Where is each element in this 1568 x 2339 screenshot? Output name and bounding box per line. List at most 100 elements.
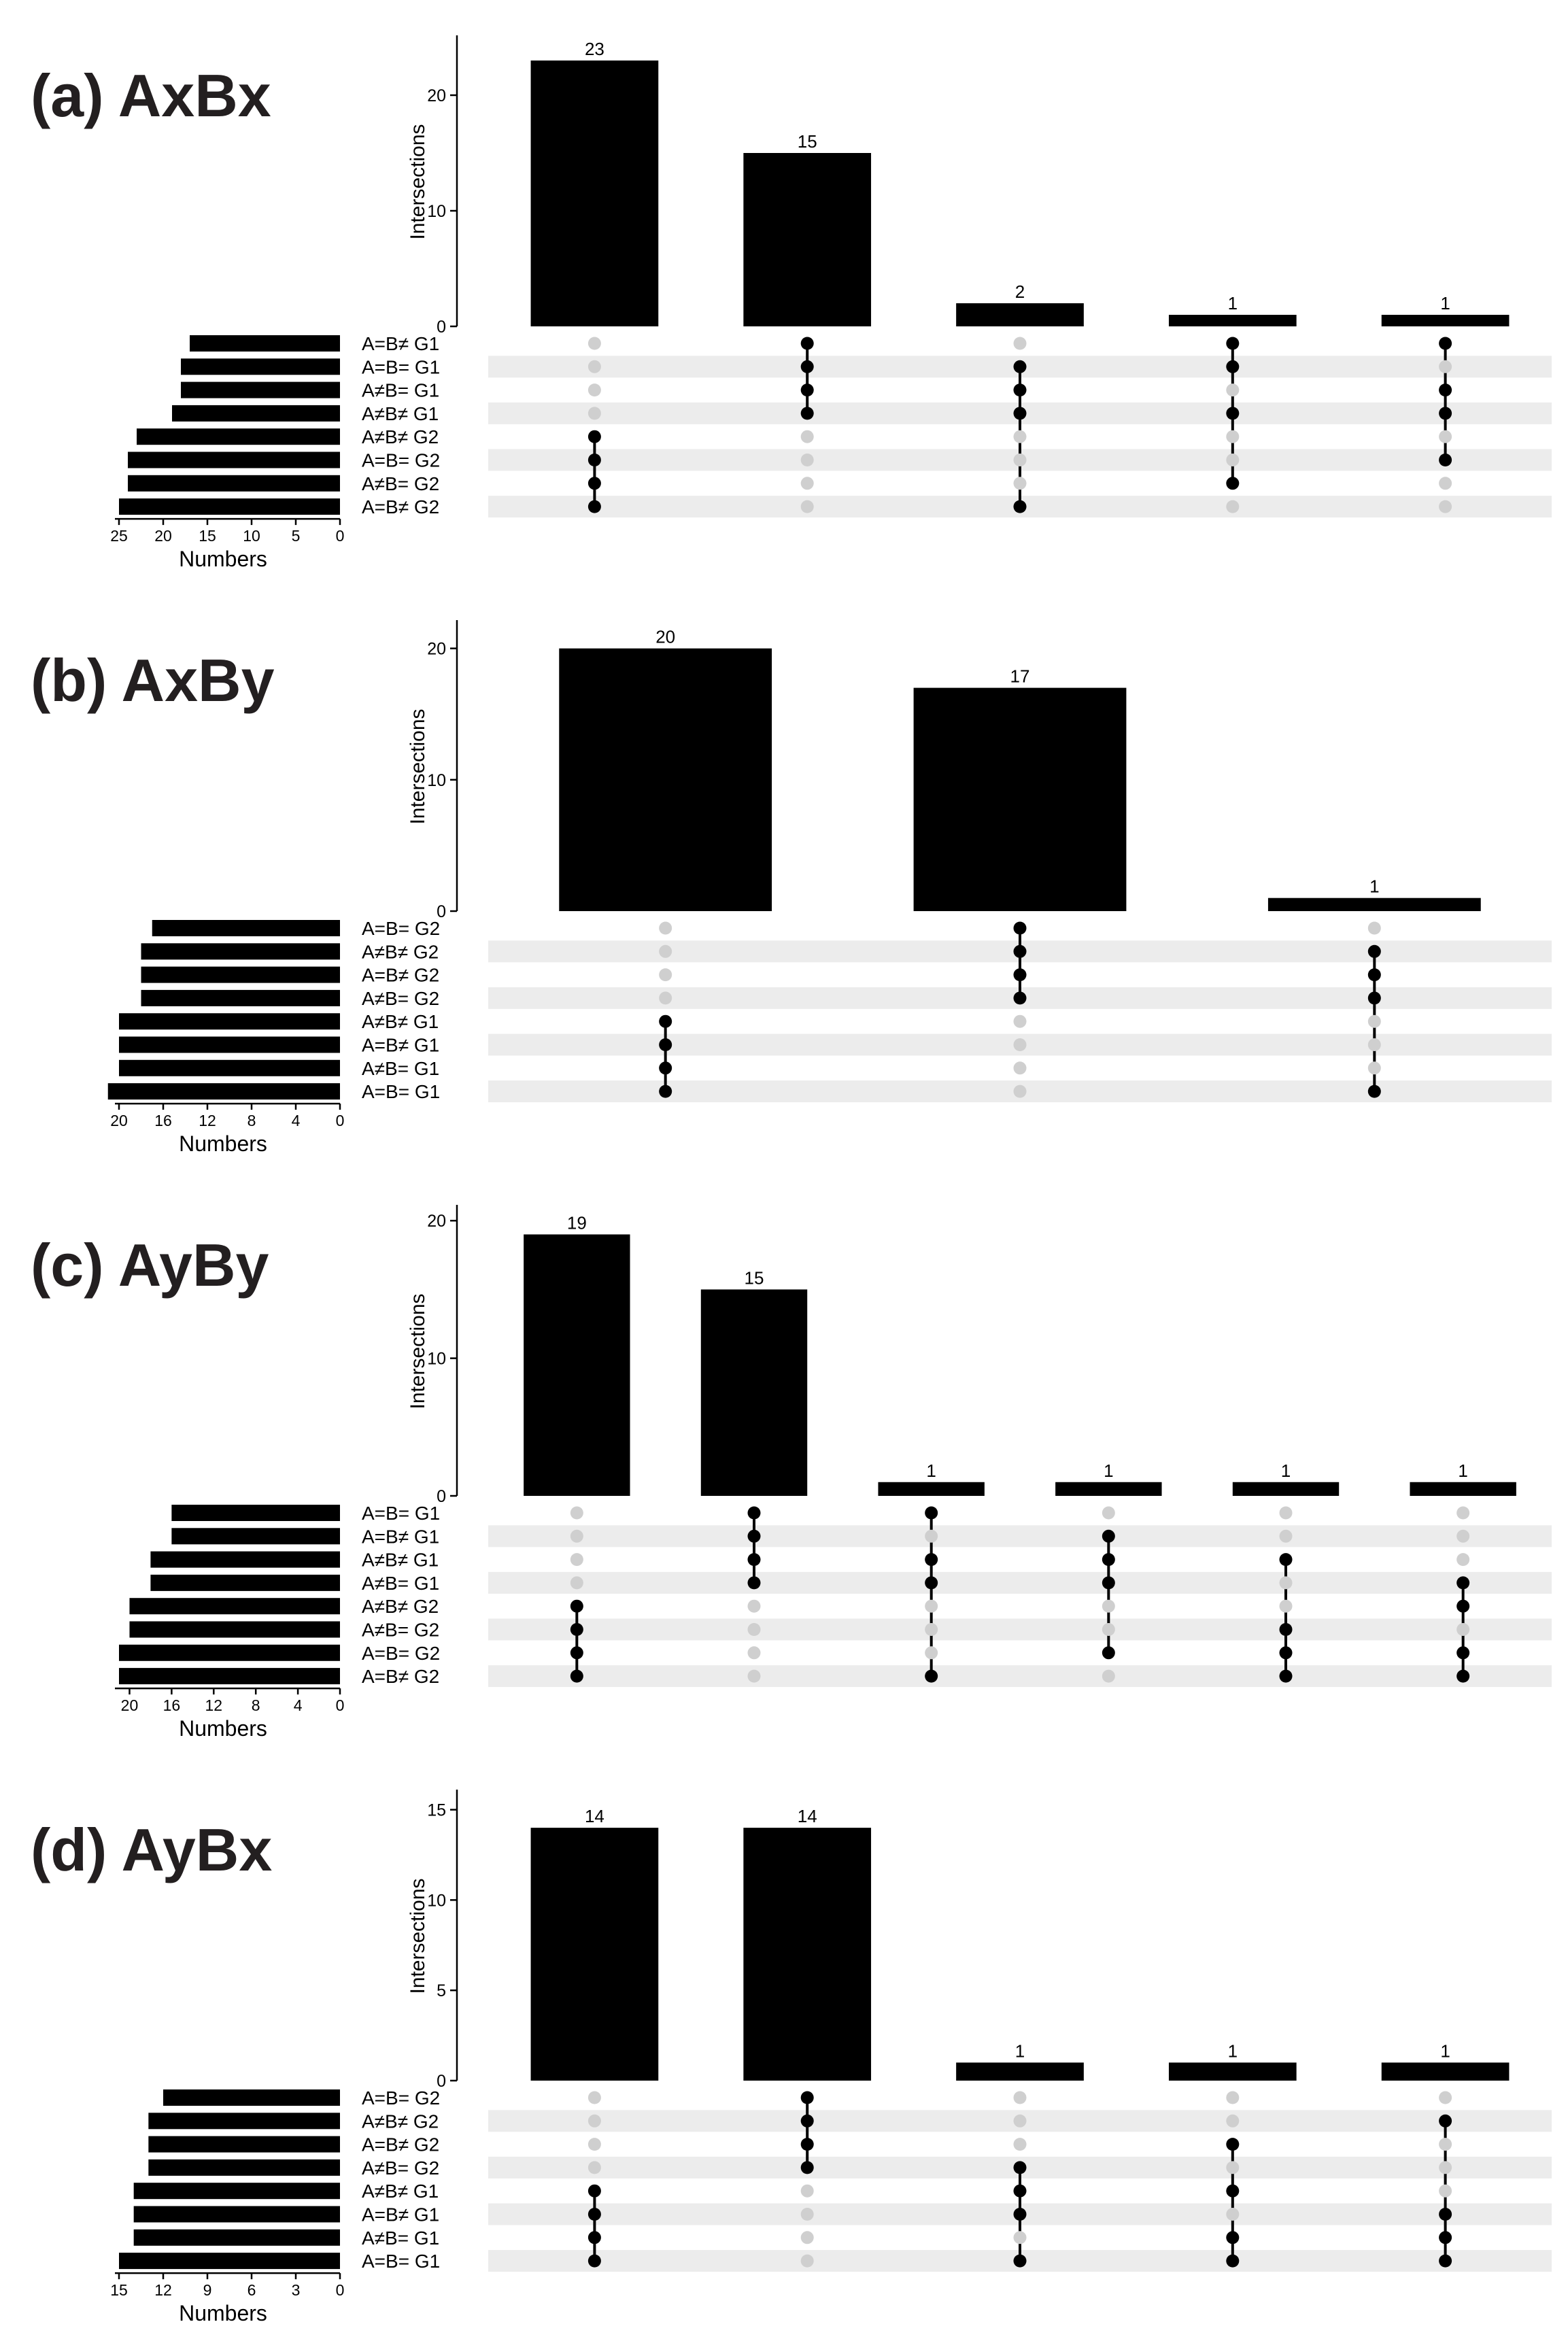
- matrix-dot-filled: [800, 383, 814, 397]
- matrix-dot-empty: [587, 360, 601, 373]
- matrix-dot-empty: [1013, 2091, 1027, 2104]
- set-x-tick-label: 15: [110, 2281, 128, 2299]
- intersection-bar: [878, 1482, 985, 1496]
- set-label: A≠B≠ G2: [362, 1596, 439, 1617]
- matrix-dot-filled: [1102, 1576, 1115, 1590]
- matrix-dot-empty: [1439, 2138, 1452, 2151]
- set-size-bar: [163, 2089, 340, 2106]
- set-size-bar: [119, 498, 340, 515]
- matrix-dot-filled: [1279, 1553, 1293, 1567]
- y-tick-label: 0: [437, 318, 446, 337]
- set-label: A=B≠ G1: [362, 2204, 439, 2225]
- matrix-dot-filled: [1226, 2231, 1240, 2244]
- set-size-bar: [119, 1036, 340, 1053]
- matrix-dot-filled: [1439, 454, 1452, 466]
- set-x-tick-label: 0: [336, 527, 345, 545]
- matrix-dot-filled: [1367, 968, 1381, 982]
- matrix-dot-filled: [587, 2254, 601, 2268]
- matrix-dot-filled: [747, 1576, 761, 1590]
- y-tick-label: 0: [437, 2072, 446, 2091]
- intersection-value-label: 1: [1281, 1461, 1291, 1481]
- matrix-dot-empty: [800, 477, 814, 490]
- set-label: A≠B= G2: [362, 1620, 439, 1641]
- set-size-bar: [128, 475, 340, 492]
- matrix-dot-filled: [587, 2184, 601, 2198]
- row-shade: [488, 1571, 1552, 1594]
- row-shade: [488, 1618, 1552, 1641]
- matrix-dot-filled: [925, 1506, 938, 1520]
- matrix-dot-empty: [1013, 477, 1027, 490]
- set-label: A=B= G1: [362, 1081, 440, 1102]
- matrix-dot-empty: [1439, 2091, 1452, 2104]
- matrix-dot-filled: [1226, 2254, 1240, 2268]
- matrix-dot-empty: [747, 1646, 761, 1660]
- set-x-tick-label: 16: [154, 1112, 172, 1129]
- set-label: A≠B= G2: [362, 2157, 439, 2179]
- matrix-dot-filled: [1013, 500, 1027, 513]
- intersection-value-label: 1: [926, 1461, 936, 1481]
- matrix-dot-empty: [1279, 1529, 1293, 1543]
- set-x-tick-label: 20: [121, 1696, 139, 1714]
- intersection-value-label: 1: [1104, 1461, 1113, 1481]
- set-x-tick-label: 25: [110, 527, 128, 545]
- matrix-dot-empty: [1226, 383, 1240, 397]
- matrix-dot-empty: [1456, 1623, 1470, 1636]
- y-axis-title: Intersections: [407, 124, 429, 239]
- intersection-value-label: 15: [798, 131, 817, 152]
- intersection-bar: [1168, 315, 1297, 326]
- matrix-dot-filled: [1102, 1529, 1115, 1543]
- panel-b: (b) AxBy 0 10 20 Intersections 20 17 1 A=B= G2 A…: [0, 585, 1568, 1170]
- matrix-dot-filled: [587, 500, 601, 513]
- upset-plot: 0 10 20 Intersections 23 15 2 1 1 A=B≠ G1A=B= G1 A…: [110, 35, 1552, 571]
- matrix-dot-filled: [1279, 1623, 1293, 1636]
- matrix-dot-filled: [1279, 1646, 1293, 1660]
- matrix-dot-filled: [587, 454, 601, 466]
- matrix-dot-empty: [800, 454, 814, 466]
- set-label: A≠B≠ G1: [362, 403, 439, 424]
- matrix-dot-filled: [1439, 383, 1452, 397]
- matrix-dot-filled: [747, 1506, 761, 1520]
- intersection-bar: [743, 153, 872, 326]
- matrix-dot-empty: [1367, 1038, 1381, 1051]
- set-x-tick-label: 15: [199, 527, 216, 545]
- matrix-dot-empty: [587, 2114, 601, 2128]
- matrix-dot-empty: [1013, 2231, 1027, 2244]
- matrix-dot-filled: [1226, 477, 1240, 490]
- set-size-bar: [141, 966, 340, 983]
- set-x-tick-label: 8: [248, 1112, 256, 1129]
- set-label: A≠B≠ G1: [362, 2181, 439, 2202]
- matrix-dot-empty: [1226, 2091, 1240, 2104]
- set-label: A=B= G2: [362, 918, 440, 939]
- set-size-bar: [133, 2229, 340, 2246]
- matrix-dot-empty: [747, 1623, 761, 1636]
- matrix-dot-filled: [1013, 2184, 1027, 2198]
- set-label: A=B≠ G1: [362, 1035, 439, 1056]
- intersection-bar: [1381, 315, 1510, 326]
- set-label: A=B= G2: [362, 450, 440, 471]
- set-label: A=B≠ G2: [362, 965, 439, 986]
- y-tick-label: 0: [437, 1487, 446, 1506]
- matrix-dot-empty: [925, 1529, 938, 1543]
- matrix-dot-filled: [570, 1669, 583, 1683]
- matrix-dot-empty: [1226, 2208, 1240, 2221]
- matrix-dot-filled: [1226, 337, 1240, 350]
- panel-a: (a) AxBx 0 10 20 Intersections 23 15 2 1 1 A=B≠ G…: [0, 0, 1568, 585]
- matrix-dot-empty: [1013, 2138, 1027, 2151]
- matrix-dot-filled: [925, 1576, 938, 1590]
- row-shade: [488, 1665, 1552, 1688]
- set-x-tick-label: 12: [199, 1112, 216, 1129]
- matrix-dot-filled: [1367, 944, 1381, 958]
- panel-title: (c) AyBy: [31, 1231, 269, 1299]
- upset-plot: 0 10 20 Intersections 20 17 1 A=B= G2A≠B≠ G2 A=B…: [107, 620, 1552, 1156]
- matrix-dot-empty: [1102, 1623, 1115, 1636]
- matrix-dot-filled: [587, 430, 601, 443]
- matrix-dot-filled: [800, 2091, 814, 2104]
- matrix-dot-empty: [1439, 360, 1452, 373]
- panel-c: (c) AyBy 0 10 20 Intersections 19 15 1 1 1 1 A=B= …: [0, 1170, 1568, 1754]
- y-tick-label: 5: [437, 1981, 446, 2000]
- matrix-dot-empty: [1456, 1529, 1470, 1543]
- matrix-dot-empty: [1439, 477, 1452, 490]
- intersection-value-label: 14: [798, 1806, 817, 1826]
- set-size-bar: [133, 2183, 340, 2200]
- matrix-dot-empty: [587, 407, 601, 420]
